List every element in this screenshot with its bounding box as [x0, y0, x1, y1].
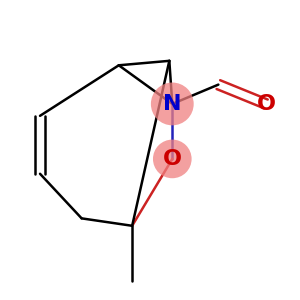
Text: O: O [163, 149, 182, 169]
Circle shape [151, 82, 194, 125]
Text: O: O [256, 94, 275, 114]
Text: N: N [163, 94, 182, 114]
Circle shape [153, 140, 192, 178]
